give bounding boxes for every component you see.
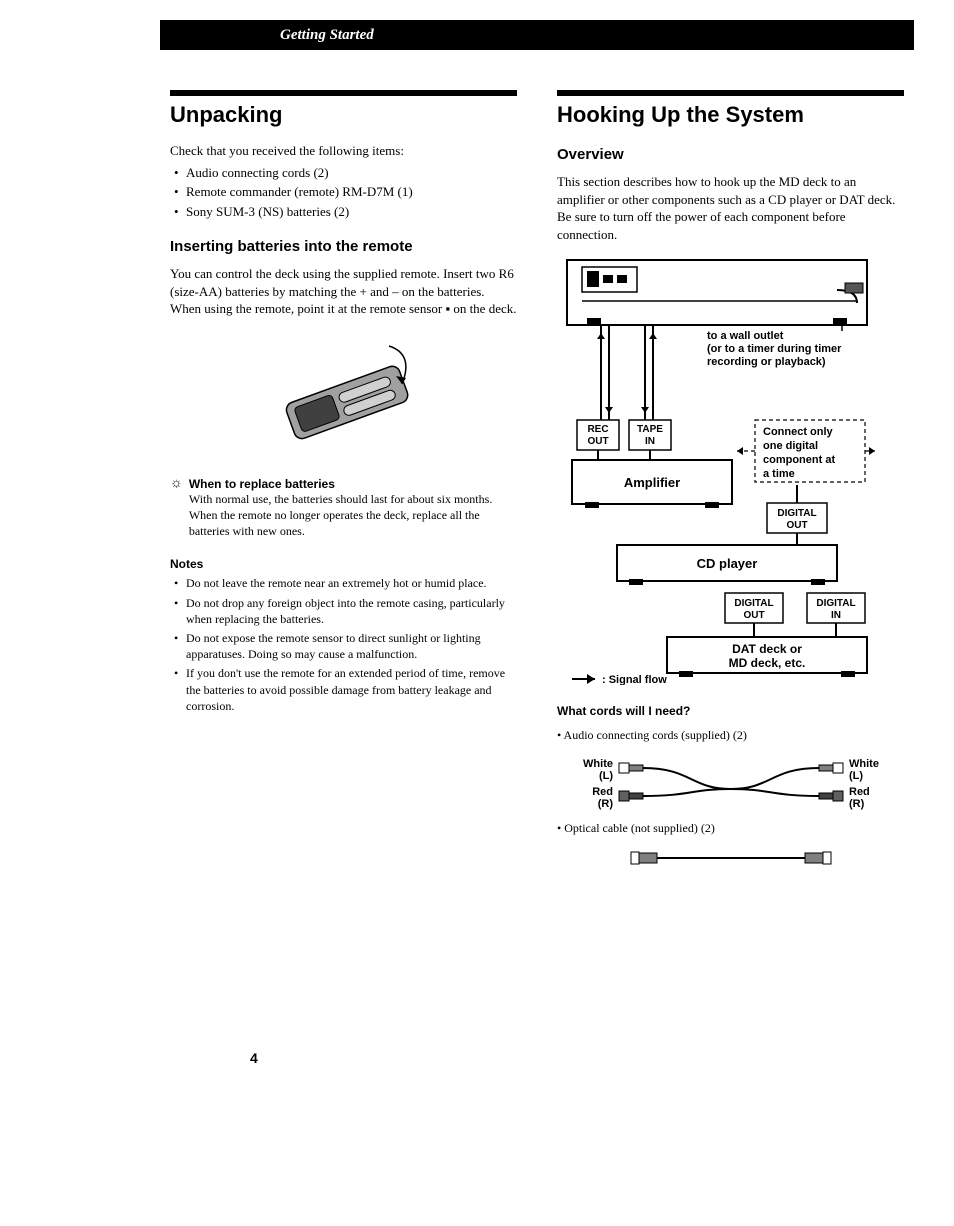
svg-text:DIGITAL: DIGITAL [734, 598, 773, 609]
left-column: Unpacking Check that you received the fo… [170, 90, 517, 878]
section-rule [557, 90, 904, 96]
tip-block: ☼ When to replace batteries With normal … [170, 477, 517, 540]
list-item: Do not expose the remote sensor to direc… [174, 630, 517, 662]
svg-text:CD player: CD player [697, 556, 758, 571]
svg-text:DIGITAL: DIGITAL [816, 598, 855, 609]
notes-heading: Notes [170, 557, 517, 571]
cord-audio-item: • Audio connecting cords (supplied) (2) … [557, 728, 904, 811]
right-column: Hooking Up the System Overview This sect… [557, 90, 904, 878]
hookup-title: Hooking Up the System [557, 102, 904, 128]
unpacking-intro: Check that you received the following it… [170, 142, 517, 160]
overview-text: This section describes how to hook up th… [557, 173, 904, 243]
tip-icon: ☼ [170, 477, 183, 540]
svg-text:a time: a time [763, 468, 795, 480]
page-number: 4 [250, 1050, 258, 1066]
section-rule [170, 90, 517, 96]
list-item: If you don't use the remote for an exten… [174, 665, 517, 714]
tip-text: With normal use, the batteries should la… [189, 491, 517, 540]
svg-text:OUT: OUT [743, 610, 764, 621]
svg-text:(L): (L) [849, 770, 863, 782]
batteries-heading: Inserting batteries into the remote [170, 238, 517, 255]
unpacking-title: Unpacking [170, 102, 517, 128]
tip-body: When to replace batteries With normal us… [189, 477, 517, 540]
svg-text:DIGITAL: DIGITAL [777, 508, 816, 519]
svg-text:component at: component at [763, 454, 835, 466]
svg-text:OUT: OUT [587, 436, 608, 447]
notes-list: Do not leave the remote near an extremel… [170, 575, 517, 714]
list-item: Do not leave the remote near an extremel… [174, 575, 517, 591]
remote-svg [254, 334, 434, 454]
svg-text:(R): (R) [849, 798, 865, 810]
svg-text:Red: Red [592, 786, 613, 798]
unpacking-items: Audio connecting cords (2) Remote comman… [170, 164, 517, 221]
tip-title: When to replace batteries [189, 477, 517, 491]
svg-text:TAPE: TAPE [637, 424, 663, 435]
cords-heading: What cords will I need? [557, 704, 904, 718]
cord-optical-label: • Optical cable (not supplied) (2) [557, 821, 715, 835]
chapter-title: Getting Started [280, 27, 374, 44]
svg-text:(L): (L) [598, 770, 612, 782]
svg-text:DAT deck or: DAT deck or [732, 642, 802, 656]
manual-page: Getting Started Unpacking Check that you… [0, 0, 954, 1226]
svg-text:(R): (R) [597, 798, 613, 810]
remote-illustration [170, 334, 517, 459]
svg-text:White: White [583, 758, 613, 770]
svg-text:(or to a timer during timer: (or to a timer during timer [707, 343, 842, 355]
svg-text:IN: IN [645, 436, 655, 447]
audio-cord-svg: White (L) White (L) Red (R) Red (R) [581, 751, 881, 811]
svg-text:Connect only: Connect only [763, 426, 834, 438]
svg-text:Amplifier: Amplifier [624, 475, 680, 490]
hookup-diagram-svg: to a wall outlet (or to a timer during t… [557, 255, 877, 685]
batteries-text: You can control the deck using the suppl… [170, 265, 517, 318]
overview-heading: Overview [557, 146, 904, 163]
optical-cord-svg [581, 844, 881, 870]
svg-text:Red: Red [849, 786, 870, 798]
cord-optical-text: Optical cable (not supplied) (2) [564, 821, 715, 835]
svg-text:recording or playback): recording or playback) [707, 356, 826, 368]
two-column-content: Unpacking Check that you received the fo… [170, 90, 904, 878]
list-item: Remote commander (remote) RM-D7M (1) [174, 183, 517, 201]
cord-optical-item: • Optical cable (not supplied) (2) [557, 821, 904, 870]
list-item: Do not drop any foreign object into the … [174, 595, 517, 627]
list-item: Sony SUM-3 (NS) batteries (2) [174, 203, 517, 221]
cord-audio-text: Audio connecting cords (supplied) (2) [564, 728, 747, 742]
svg-text:one digital: one digital [763, 440, 818, 452]
svg-text:to a wall outlet: to a wall outlet [707, 330, 784, 342]
chapter-header-bar: Getting Started [160, 20, 914, 50]
svg-text:White: White [849, 758, 879, 770]
cord-audio-label: • Audio connecting cords (supplied) (2) [557, 728, 747, 742]
list-item: Audio connecting cords (2) [174, 164, 517, 182]
hookup-diagram: to a wall outlet (or to a timer during t… [557, 255, 904, 690]
svg-text:IN: IN [831, 610, 841, 621]
svg-text:MD deck, etc.: MD deck, etc. [729, 656, 806, 670]
svg-text:: Signal flow: : Signal flow [602, 674, 667, 685]
svg-text:OUT: OUT [786, 520, 807, 531]
svg-text:REC: REC [587, 424, 608, 435]
